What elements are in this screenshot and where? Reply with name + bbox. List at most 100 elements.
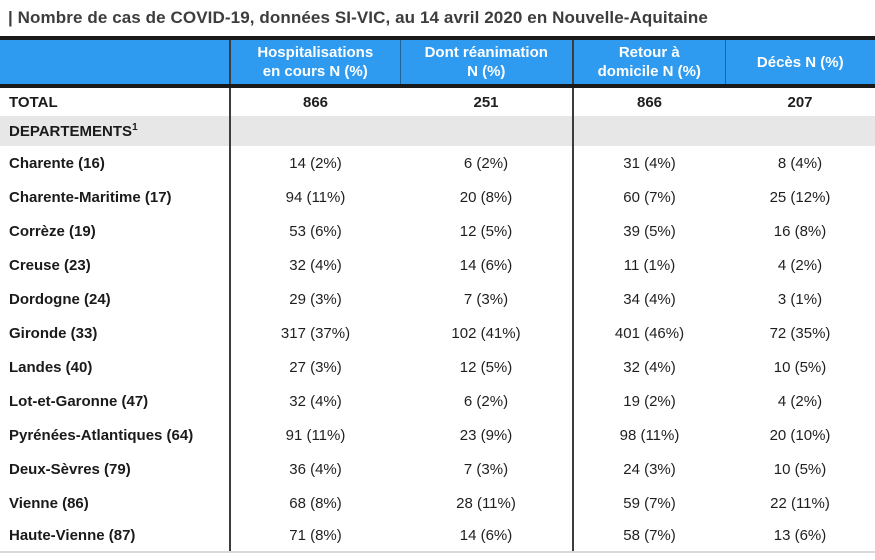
cell-hospitalisations: 91 (11%) xyxy=(285,426,346,444)
cell-retour-domicile: 401 (46%) xyxy=(614,324,685,342)
total-hospitalisations: 866 xyxy=(302,93,329,111)
cell-deces: 16 (8%) xyxy=(773,222,827,240)
cell-deces: 10 (5%) xyxy=(773,358,827,376)
section-empty-cell xyxy=(725,116,875,146)
header-retour-domicile-line1: Retour à xyxy=(618,44,680,61)
cell-reanimation: 28 (11%) xyxy=(400,486,574,520)
total-retour-domicile: 866 xyxy=(636,93,663,111)
header-hospitalisations-line1: Hospitalisations xyxy=(257,44,374,61)
header-empty-cell xyxy=(0,36,231,88)
row-label: Gironde (33) xyxy=(0,316,231,350)
cell-retour-domicile: 31 (4%) xyxy=(623,154,676,172)
row-label: Creuse (23) xyxy=(0,248,231,282)
cell-hospitalisations: 53 (6%) xyxy=(289,222,342,240)
cell-hospitalisations: 32 (4%) xyxy=(289,256,342,274)
total-row: TOTAL 866 251 866 207 xyxy=(0,86,875,116)
cell-retour-domicile: 11 (1%) xyxy=(623,256,676,274)
cell-deces: 4 (2%) xyxy=(777,392,823,410)
row-label: Dordogne (24) xyxy=(0,282,231,316)
total-label: TOTAL xyxy=(0,86,231,116)
table-row-dordogne: Dordogne (24) 29 (3%) 7 (3%) 34 (4%) 3 (… xyxy=(0,282,875,316)
cell-hospitalisations: 71 (8%) xyxy=(230,520,400,553)
table-row-correze: Corrèze (19) 53 (6%) 12 (5%) 39 (5%) 16 … xyxy=(0,214,875,248)
cell-deces: 72 (35%) xyxy=(769,324,831,342)
row-label: Vienne (86) xyxy=(0,486,231,520)
cell-reanimation: 7 (3%) xyxy=(400,452,574,486)
table-row-pyrenees-atlantiques: Pyrénées-Atlantiques (64) 91 (11%) 23 (9… xyxy=(0,418,875,452)
cell-deces: 22 (11%) xyxy=(770,494,830,512)
cell-reanimation: 14 (6%) xyxy=(400,248,574,282)
cell-reanimation: 6 (2%) xyxy=(400,384,574,418)
cell-hospitalisations: 32 (4%) xyxy=(289,392,342,410)
cell-deces: 3 (1%) xyxy=(777,290,823,308)
cell-hospitalisations: 36 (4%) xyxy=(289,460,342,478)
section-label: DEPARTEMENTS1 xyxy=(0,116,231,146)
row-label: Charente-Maritime (17) xyxy=(0,180,231,214)
cell-retour-domicile: 98 (11%) xyxy=(619,426,680,444)
header-reanimation-line1: Dont réanimation xyxy=(424,44,548,61)
cell-deces: 13 (6%) xyxy=(725,520,875,553)
section-empty-cell xyxy=(400,116,574,146)
cell-retour-domicile: 34 (4%) xyxy=(623,290,676,308)
cell-hospitalisations: 94 (11%) xyxy=(285,188,346,206)
cell-retour-domicile: 32 (4%) xyxy=(623,358,676,376)
total-reanimation: 251 xyxy=(400,86,574,116)
cell-hospitalisations: 68 (8%) xyxy=(289,494,342,512)
section-footnote-marker: 1 xyxy=(132,122,138,133)
table-row-vienne: Vienne (86) 68 (8%) 28 (11%) 59 (7%) 22 … xyxy=(0,486,875,520)
cell-hospitalisations: 317 (37%) xyxy=(280,324,351,342)
row-label: Deux-Sèvres (79) xyxy=(0,452,231,486)
row-label: Lot-et-Garonne (47) xyxy=(0,384,231,418)
row-label: Charente (16) xyxy=(0,146,231,180)
cell-retour-domicile: 60 (7%) xyxy=(623,188,676,206)
cell-retour-domicile: 19 (2%) xyxy=(623,392,676,410)
cell-retour-domicile: 58 (7%) xyxy=(573,520,725,553)
table-row-creuse: Creuse (23) 32 (4%) 14 (6%) 11 (1%) 4 (2… xyxy=(0,248,875,282)
row-label: Corrèze (19) xyxy=(0,214,231,248)
total-deces: 207 xyxy=(787,93,813,111)
table-row-deux-sevres: Deux-Sèvres (79) 36 (4%) 7 (3%) 24 (3%) … xyxy=(0,452,875,486)
row-label: Haute-Vienne (87) xyxy=(0,520,231,553)
cell-reanimation: 12 (5%) xyxy=(400,350,574,384)
cell-hospitalisations: 27 (3%) xyxy=(289,358,342,376)
header-hospitalisations-line2: en cours N (%) xyxy=(262,63,368,80)
table-row-charente: Charente (16) 14 (2%) 6 (2%) 31 (4%) 8 (… xyxy=(0,146,875,180)
cell-retour-domicile: 24 (3%) xyxy=(623,460,676,478)
header-hospitalisations: Hospitalisations en cours N (%) xyxy=(230,36,401,88)
header-reanimation-line2: N (%) xyxy=(467,63,506,80)
cell-hospitalisations: 14 (2%) xyxy=(289,154,342,172)
header-deces: Décès N (%) xyxy=(725,36,875,88)
cell-reanimation: 7 (3%) xyxy=(400,282,574,316)
covid-cases-table: Hospitalisations en cours N (%) Dont réa… xyxy=(0,36,875,553)
cell-reanimation: 102 (41%) xyxy=(400,316,574,350)
cell-hospitalisations: 29 (3%) xyxy=(289,290,342,308)
row-label: Landes (40) xyxy=(0,350,231,384)
cell-reanimation: 12 (5%) xyxy=(400,214,574,248)
cell-deces: 25 (12%) xyxy=(769,188,831,206)
header-retour-domicile-line2: domicile N (%) xyxy=(597,63,701,80)
section-empty-cell xyxy=(230,116,400,146)
section-label-text: DEPARTEMENTS xyxy=(9,123,133,140)
header-deces-line1: Décès N (%) xyxy=(756,53,844,71)
section-row-departements: DEPARTEMENTS1 xyxy=(0,116,875,146)
cell-deces: 8 (4%) xyxy=(777,154,823,172)
cell-reanimation: 20 (8%) xyxy=(400,180,574,214)
table-row-lot-et-garonne: Lot-et-Garonne (47) 32 (4%) 6 (2%) 19 (2… xyxy=(0,384,875,418)
header-reanimation: Dont réanimation N (%) xyxy=(400,36,574,88)
page-title: | Nombre de cas de COVID-19, données SI-… xyxy=(8,8,708,27)
cell-retour-domicile: 39 (5%) xyxy=(623,222,676,240)
cell-deces: 10 (5%) xyxy=(773,460,827,478)
header-row: Hospitalisations en cours N (%) Dont réa… xyxy=(0,36,875,88)
table-row-haute-vienne: Haute-Vienne (87) 71 (8%) 14 (6%) 58 (7%… xyxy=(0,520,875,553)
table-row-charente-maritime: Charente-Maritime (17) 94 (11%) 20 (8%) … xyxy=(0,180,875,214)
cell-deces: 4 (2%) xyxy=(777,256,823,274)
row-label: Pyrénées-Atlantiques (64) xyxy=(0,418,231,452)
cell-reanimation: 14 (6%) xyxy=(400,520,574,553)
header-retour-domicile: Retour à domicile N (%) xyxy=(573,36,726,88)
table-row-landes: Landes (40) 27 (3%) 12 (5%) 32 (4%) 10 (… xyxy=(0,350,875,384)
cell-reanimation: 6 (2%) xyxy=(400,146,574,180)
table-row-gironde: Gironde (33) 317 (37%) 102 (41%) 401 (46… xyxy=(0,316,875,350)
section-empty-cell xyxy=(573,116,725,146)
cell-deces: 20 (10%) xyxy=(769,426,831,444)
cell-retour-domicile: 59 (7%) xyxy=(623,494,676,512)
